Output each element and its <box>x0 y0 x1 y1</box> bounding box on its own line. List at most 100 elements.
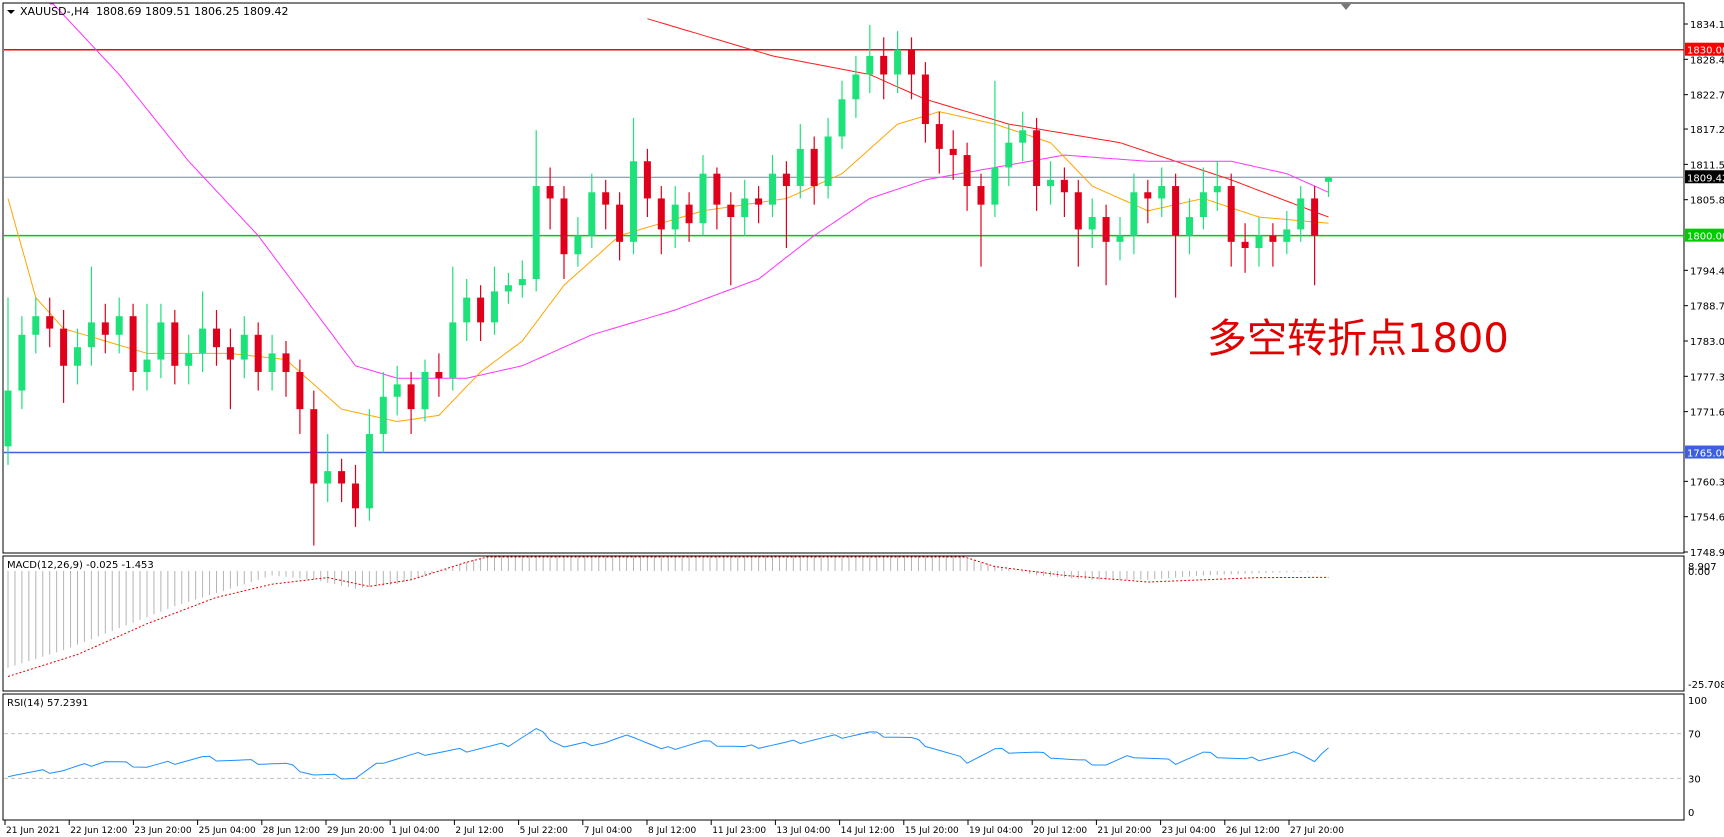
candle-body <box>449 322 457 379</box>
candle-body <box>435 371 443 379</box>
price-tick-label: 1748.95 <box>1690 548 1724 559</box>
candle-body <box>949 148 957 156</box>
time-tick-label: 5 Jul 22:00 <box>520 826 569 836</box>
candle <box>338 458 346 503</box>
candle <box>254 322 262 391</box>
candle-body <box>1241 241 1249 249</box>
candle <box>213 310 220 366</box>
candle <box>1227 173 1235 267</box>
candle-body <box>143 359 151 372</box>
candle <box>4 297 12 465</box>
macd-tick-label: 0.00 <box>1688 567 1710 578</box>
candle-body <box>880 55 888 75</box>
time-tick-label: 29 Jun 20:00 <box>327 826 384 836</box>
candle <box>240 316 248 379</box>
macd-signal-line <box>7 556 1329 677</box>
candle-body <box>921 74 929 125</box>
candle <box>588 173 596 249</box>
candle-body <box>1311 198 1319 236</box>
level-price-label: 1830.00 <box>1687 46 1724 57</box>
candle-body <box>727 204 735 218</box>
candle <box>602 179 610 230</box>
candle <box>1144 179 1152 224</box>
candle-body <box>796 148 804 187</box>
candle <box>296 359 304 434</box>
level-price-label: 1765.00 <box>1687 449 1724 460</box>
candle <box>352 464 359 527</box>
candle-body <box>463 297 471 323</box>
candle <box>477 285 485 341</box>
candle-body <box>171 322 179 366</box>
price-tick-label: 1788.70 <box>1690 302 1724 313</box>
candle <box>1186 198 1193 255</box>
candle <box>324 433 332 503</box>
candle <box>1241 223 1249 273</box>
candle <box>908 37 915 100</box>
candle-body <box>421 371 429 410</box>
candle-body <box>518 279 526 286</box>
symbol-menu-triangle-icon[interactable] <box>7 10 15 14</box>
time-tick-label: 2 Jul 12:00 <box>455 826 504 836</box>
macd-panel[interactable] <box>2 555 1685 692</box>
candle-body <box>1325 177 1332 182</box>
candle-body <box>268 353 276 372</box>
level-price-badge <box>1685 228 1724 242</box>
candle <box>713 167 721 230</box>
candle-body <box>1144 192 1152 199</box>
candle-body <box>1213 186 1221 193</box>
candle <box>310 390 318 546</box>
candle <box>491 266 498 335</box>
candle <box>532 130 540 292</box>
candle-body <box>254 334 262 372</box>
candle <box>685 192 693 242</box>
price-tick-label: 1760.35 <box>1690 477 1724 488</box>
chart-shift-marker-icon[interactable] <box>1341 4 1351 10</box>
candle <box>1019 111 1027 162</box>
candle <box>101 303 109 354</box>
candle-body <box>310 409 318 484</box>
macd-label: MACD(12,26,9) -0.025 -1.453 <box>7 560 154 571</box>
candle <box>1130 173 1138 255</box>
candle-body <box>1102 217 1110 242</box>
candle <box>1047 161 1054 205</box>
candle-body <box>491 291 498 323</box>
candle <box>46 297 54 348</box>
candle <box>365 409 373 521</box>
candle-body <box>1172 186 1180 236</box>
candle-body <box>560 198 568 255</box>
time-tick-label: 21 Jul 20:00 <box>1097 826 1151 836</box>
candle <box>838 80 846 149</box>
time-tick-label: 1 Jul 04:00 <box>391 826 440 836</box>
candle <box>949 130 957 180</box>
candle-body <box>32 316 40 335</box>
main-panel[interactable] <box>2 2 1685 554</box>
candle <box>199 291 207 372</box>
candle-body <box>407 384 415 410</box>
candle-body <box>713 173 721 205</box>
candle-body <box>838 99 846 137</box>
candle-body <box>1269 235 1277 242</box>
candle <box>699 155 707 236</box>
candle-body <box>574 235 582 255</box>
level-price-badge <box>1685 42 1724 56</box>
candle-body <box>894 49 902 75</box>
candle <box>657 186 665 255</box>
candle-body <box>46 316 54 329</box>
candle <box>421 359 429 422</box>
candle <box>1172 173 1180 298</box>
candle <box>921 62 929 143</box>
candle <box>810 136 818 205</box>
candle <box>866 24 874 94</box>
level-price-badge <box>1685 445 1724 459</box>
candle-body <box>1158 186 1166 199</box>
candle-body <box>977 186 985 205</box>
time-tick-label: 22 Jun 12:00 <box>70 826 127 836</box>
macd-tick-label: -25.708 <box>1688 680 1724 691</box>
candle-body <box>866 55 874 75</box>
rsi-panel[interactable] <box>2 693 1685 821</box>
candle <box>129 303 137 391</box>
candle-body <box>685 204 693 224</box>
time-tick-label: 23 Jul 04:00 <box>1162 826 1216 836</box>
candle <box>824 117 832 199</box>
